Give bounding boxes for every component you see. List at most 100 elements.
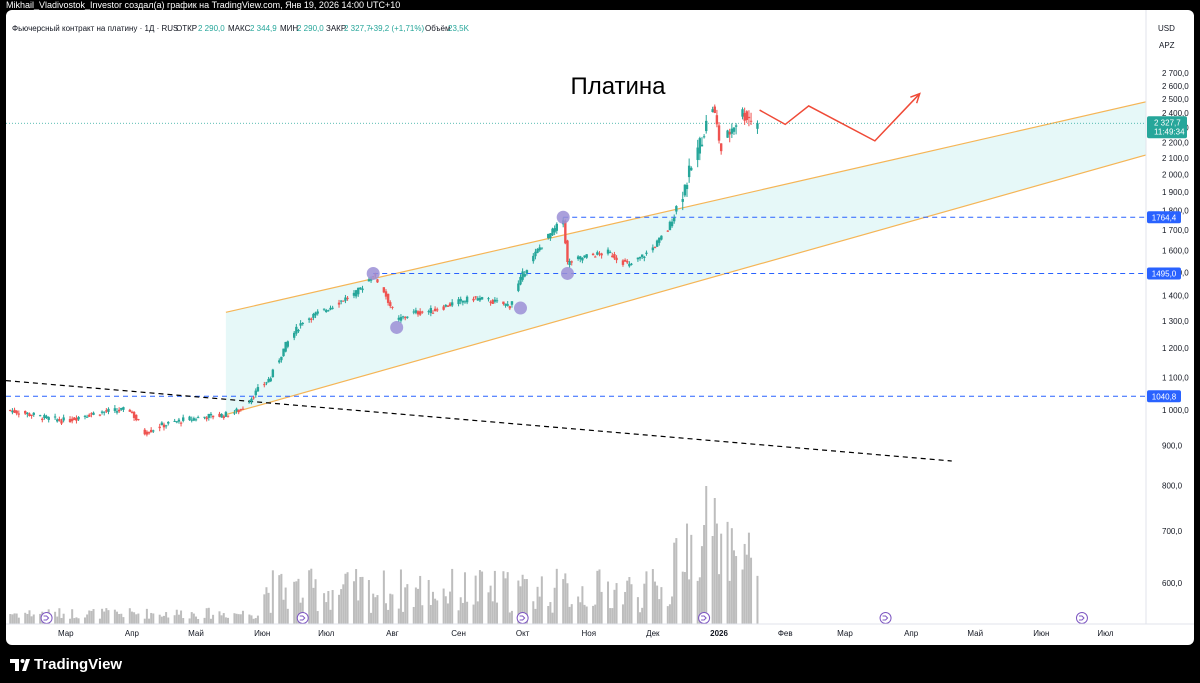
candle-body[interactable] <box>600 253 603 256</box>
candle-body[interactable] <box>158 426 161 429</box>
candle-body[interactable] <box>43 414 46 419</box>
candle-body[interactable] <box>239 409 243 411</box>
candle-body[interactable] <box>728 131 731 135</box>
candle-body[interactable] <box>747 116 751 119</box>
candle-body[interactable] <box>480 297 484 300</box>
candle-body[interactable] <box>690 167 693 171</box>
tradingview-logo[interactable]: TradingView <box>10 656 122 673</box>
candle-body[interactable] <box>62 417 65 421</box>
candle-body[interactable] <box>32 412 35 415</box>
candle-body[interactable] <box>128 409 132 412</box>
candle-body[interactable] <box>222 416 225 419</box>
candle-body[interactable] <box>651 247 655 251</box>
candle-body[interactable] <box>670 221 674 227</box>
candle-body[interactable] <box>384 291 388 297</box>
candle-body[interactable] <box>331 307 334 309</box>
candle-body[interactable] <box>28 413 31 417</box>
candle-body[interactable] <box>401 316 405 318</box>
candle-body[interactable] <box>685 184 689 190</box>
candle-body[interactable] <box>164 425 168 427</box>
candle-body[interactable] <box>237 410 240 413</box>
candle-body[interactable] <box>220 413 223 418</box>
candle-body[interactable] <box>508 306 512 309</box>
candle-body[interactable] <box>382 287 386 293</box>
candle-body[interactable] <box>24 411 27 414</box>
candle-body[interactable] <box>476 298 479 301</box>
candle-body[interactable] <box>687 165 691 178</box>
candle-body[interactable] <box>327 310 330 312</box>
candle-body[interactable] <box>9 409 12 411</box>
candle-body[interactable] <box>145 431 149 435</box>
candle-body[interactable] <box>459 298 462 302</box>
candle-body[interactable] <box>75 418 78 421</box>
candle-body[interactable] <box>354 290 358 297</box>
candle-body[interactable] <box>252 397 255 399</box>
candle-body[interactable] <box>412 311 415 313</box>
candle-body[interactable] <box>337 302 341 305</box>
candle-body[interactable] <box>209 413 213 416</box>
candle-body[interactable] <box>436 309 439 311</box>
candle-body[interactable] <box>638 257 642 259</box>
channel-upper-line[interactable] <box>225 101 1147 313</box>
candle-body[interactable] <box>717 125 721 141</box>
candle-body[interactable] <box>416 311 420 315</box>
candle-body[interactable] <box>11 410 14 413</box>
projection-path[interactable] <box>759 93 921 142</box>
candle-body[interactable] <box>431 312 435 314</box>
candle-body[interactable] <box>233 412 236 414</box>
candle-body[interactable] <box>596 252 599 255</box>
candle-body[interactable] <box>506 304 509 306</box>
candle-body[interactable] <box>534 251 537 257</box>
candle-body[interactable] <box>359 287 362 290</box>
candle-body[interactable] <box>536 248 539 253</box>
candle-body[interactable] <box>568 261 571 265</box>
candle-body[interactable] <box>278 360 281 363</box>
candle-body[interactable] <box>756 123 759 129</box>
candle-body[interactable] <box>60 420 63 424</box>
candle-body[interactable] <box>386 293 390 303</box>
candle-body[interactable] <box>88 414 91 417</box>
candle-body[interactable] <box>732 127 736 132</box>
candle-body[interactable] <box>404 317 407 319</box>
candle-body[interactable] <box>98 414 102 416</box>
candle-body[interactable] <box>226 415 230 417</box>
candle-body[interactable] <box>135 414 138 421</box>
candle-body[interactable] <box>70 418 74 422</box>
candle-body[interactable] <box>188 416 191 421</box>
candle-body[interactable] <box>293 332 296 338</box>
candle-body[interactable] <box>207 413 211 418</box>
candle-body[interactable] <box>457 299 460 305</box>
candle-body[interactable] <box>115 411 119 413</box>
candle-body[interactable] <box>267 378 270 383</box>
candle-body[interactable] <box>719 143 723 152</box>
candle-body[interactable] <box>645 252 648 254</box>
candle-body[interactable] <box>566 240 569 263</box>
candle-body[interactable] <box>681 198 684 202</box>
candle-body[interactable] <box>301 322 304 324</box>
candle-body[interactable] <box>41 418 44 421</box>
pivot-marker[interactable] <box>390 320 404 334</box>
candle-body[interactable] <box>297 329 300 332</box>
candle-body[interactable] <box>673 217 676 222</box>
candle-body[interactable] <box>105 410 108 412</box>
candle-body[interactable] <box>100 411 104 413</box>
candle-body[interactable] <box>122 407 125 410</box>
candle-body[interactable] <box>194 419 198 421</box>
candle-body[interactable] <box>448 303 452 307</box>
candle-body[interactable] <box>705 120 708 132</box>
candle-body[interactable] <box>205 417 208 420</box>
candle-body[interactable] <box>299 323 302 326</box>
candle-body[interactable] <box>47 417 50 420</box>
candle-body[interactable] <box>532 255 535 262</box>
candle-body[interactable] <box>450 302 454 306</box>
candle-body[interactable] <box>130 411 134 413</box>
candle-body[interactable] <box>519 276 522 285</box>
candle-body[interactable] <box>310 318 313 320</box>
candle-body[interactable] <box>342 300 345 302</box>
candle-body[interactable] <box>700 144 704 147</box>
candle-body[interactable] <box>325 310 328 313</box>
candle-body[interactable] <box>504 303 507 306</box>
candle-body[interactable] <box>465 296 469 303</box>
candle-body[interactable] <box>346 297 349 299</box>
candle-body[interactable] <box>265 382 268 384</box>
